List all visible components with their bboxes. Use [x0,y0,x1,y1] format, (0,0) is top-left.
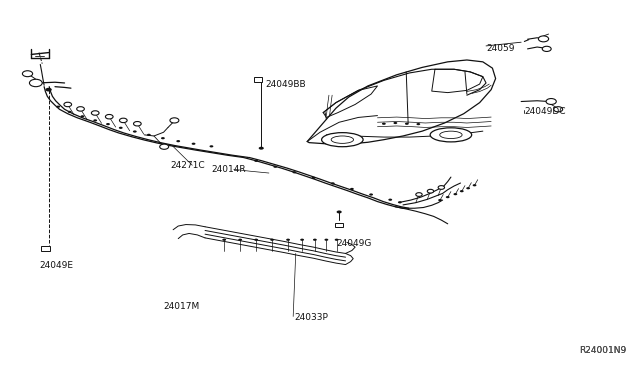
Text: 24049BB: 24049BB [266,80,307,89]
Circle shape [81,115,84,118]
Circle shape [388,199,392,201]
Circle shape [160,144,169,149]
Circle shape [472,184,476,186]
Text: R24001N9: R24001N9 [579,346,627,355]
Circle shape [438,199,442,201]
Text: 24271C: 24271C [170,161,205,170]
Circle shape [120,118,127,123]
Circle shape [170,118,179,123]
Circle shape [542,46,551,51]
Circle shape [93,119,97,122]
Circle shape [428,189,434,193]
Ellipse shape [440,131,462,138]
Circle shape [300,238,304,241]
Circle shape [454,193,458,195]
Circle shape [254,238,258,241]
Circle shape [337,211,342,214]
Ellipse shape [321,133,363,147]
Circle shape [313,238,317,241]
Circle shape [416,193,422,196]
Text: 24049DC: 24049DC [524,108,566,116]
FancyBboxPatch shape [254,77,262,82]
Circle shape [29,79,42,87]
Circle shape [286,238,290,241]
Circle shape [191,142,195,145]
Circle shape [119,127,123,129]
Circle shape [64,102,72,107]
Circle shape [292,171,296,173]
Circle shape [438,186,445,189]
Circle shape [68,111,72,113]
Circle shape [222,238,226,241]
Circle shape [176,140,180,142]
Circle shape [45,88,52,92]
Circle shape [106,115,113,119]
Circle shape [350,188,354,190]
Circle shape [312,177,316,179]
Circle shape [460,190,464,192]
Circle shape [77,107,84,111]
Text: 24017M: 24017M [164,302,200,311]
Text: R24001N9: R24001N9 [579,346,627,355]
Circle shape [335,238,339,241]
Circle shape [22,71,33,77]
Text: 24059: 24059 [486,44,515,53]
Circle shape [554,107,563,112]
Circle shape [369,193,373,196]
Circle shape [238,238,242,241]
Circle shape [382,123,386,125]
Circle shape [405,123,409,125]
Circle shape [92,111,99,115]
Circle shape [331,182,335,185]
Circle shape [270,238,274,241]
Text: 24014R: 24014R [211,165,246,174]
Circle shape [161,137,165,139]
Ellipse shape [430,128,472,142]
Circle shape [417,123,420,125]
Circle shape [394,122,397,124]
Circle shape [147,134,151,136]
Circle shape [324,238,328,241]
FancyBboxPatch shape [335,222,343,227]
Circle shape [209,145,213,147]
Circle shape [446,196,450,198]
Circle shape [106,123,110,125]
Circle shape [254,160,258,162]
Circle shape [134,122,141,126]
Text: 24049E: 24049E [39,261,73,270]
Circle shape [273,166,277,168]
Circle shape [259,147,264,150]
Circle shape [546,99,556,105]
Circle shape [56,106,60,108]
Text: 24033P: 24033P [294,313,328,322]
Ellipse shape [331,136,353,143]
FancyBboxPatch shape [41,246,49,251]
Circle shape [467,187,470,189]
Circle shape [538,36,548,42]
Text: 24049G: 24049G [336,239,371,248]
Circle shape [398,201,402,203]
Circle shape [133,131,137,133]
